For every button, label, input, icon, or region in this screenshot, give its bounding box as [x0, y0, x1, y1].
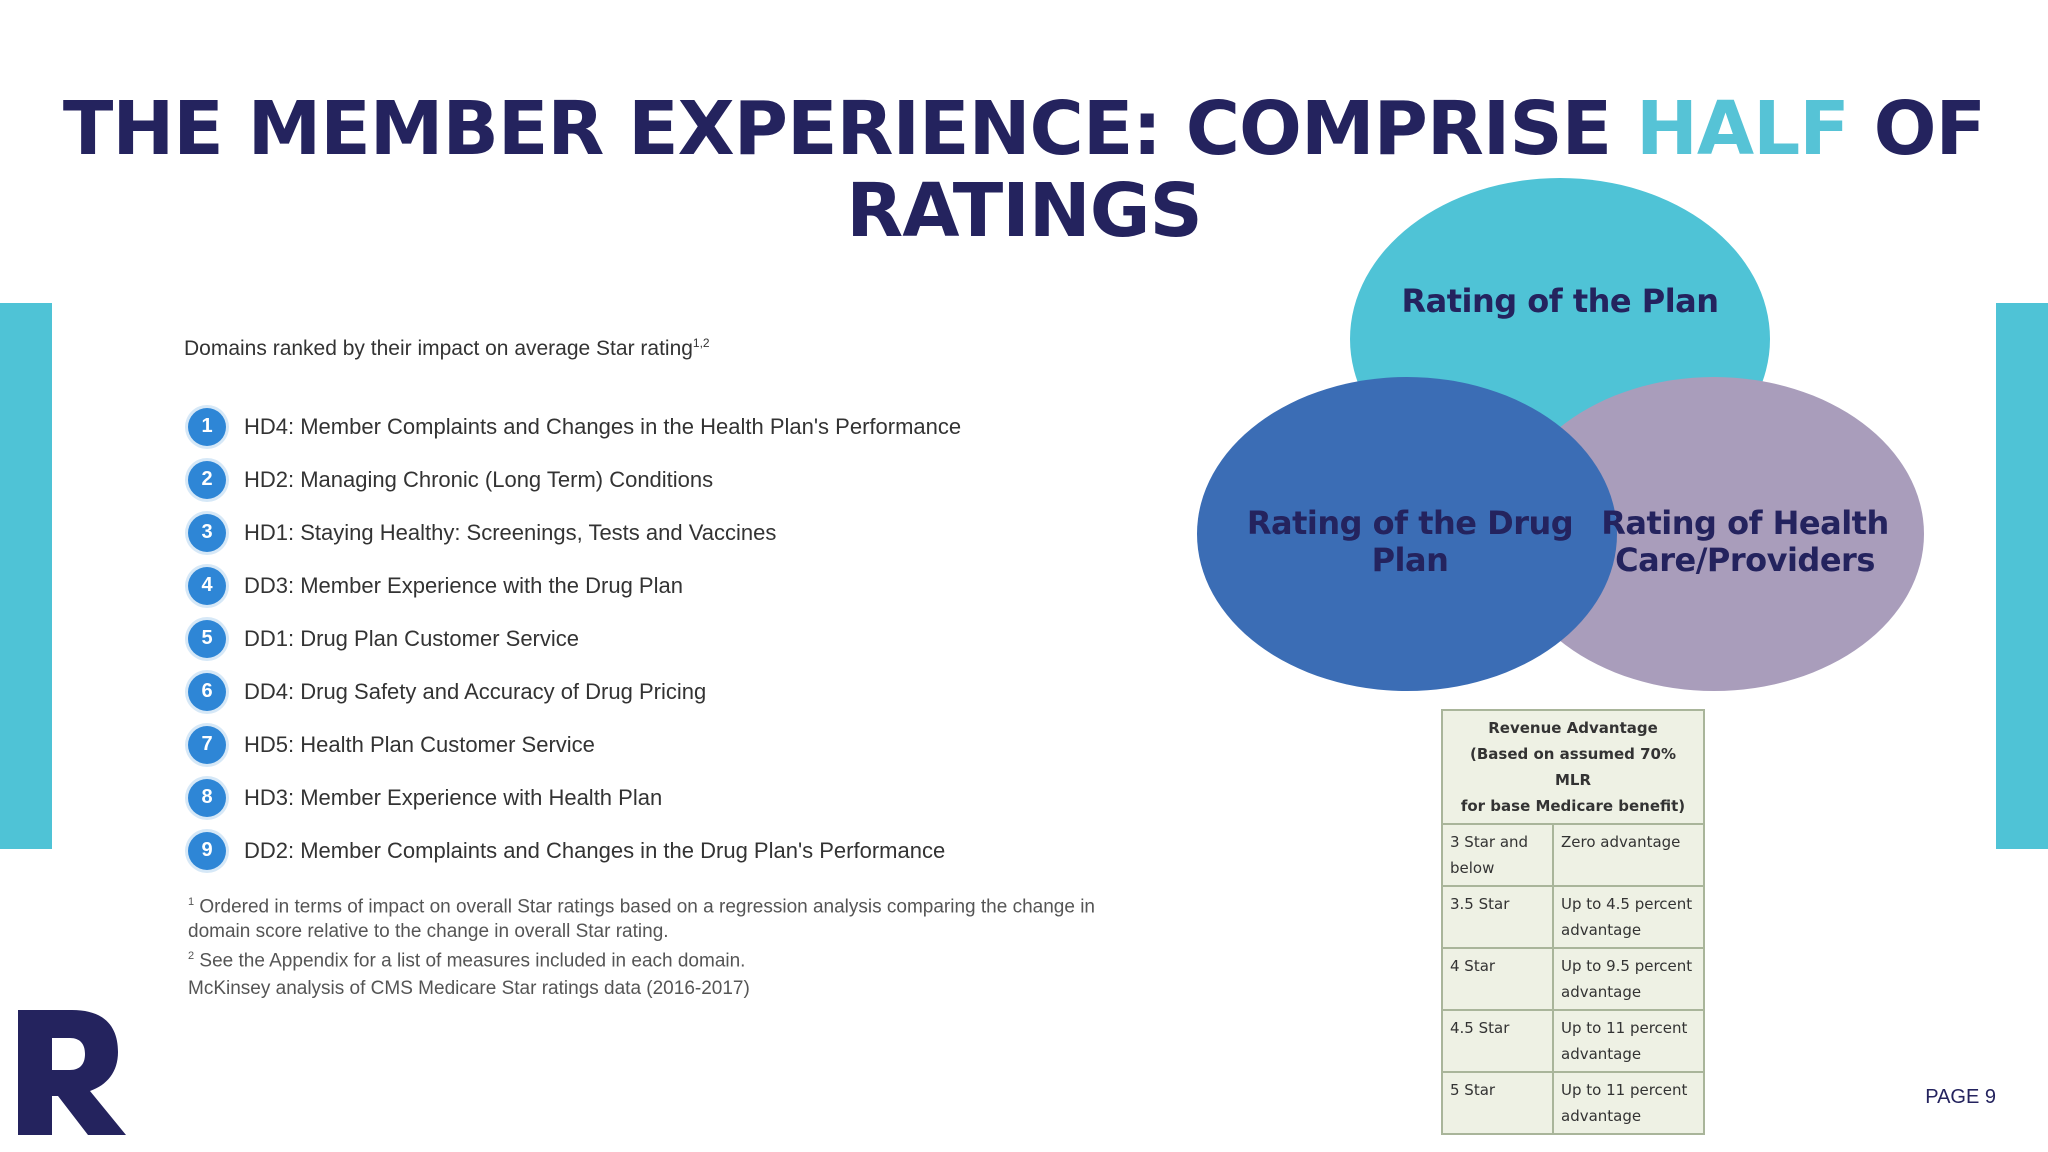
page-title: THE MEMBER EXPERIENCE: COMPRISE HALF OF …: [0, 88, 2048, 252]
venn-label-left-line1: Rating of the Drug: [1246, 504, 1574, 542]
domain-text: DD4: Drug Safety and Accuracy of Drug Pr…: [244, 678, 707, 704]
venn-label-left-line2: Plan: [1371, 541, 1449, 579]
title-part2: OF: [1848, 86, 1986, 172]
table-header: Revenue Advantage (Based on assumed 70% …: [1441, 709, 1705, 825]
number-badge: 9: [188, 831, 226, 870]
table-row: 5 Star Up to 11 percent advantage: [1441, 1071, 1705, 1135]
table-cell-rating: 4.5 Star: [1441, 1009, 1554, 1073]
venn-label-right-line2: Care/Providers: [1615, 541, 1875, 579]
table-cell-advantage: Up to 4.5 percent advantage: [1552, 885, 1705, 949]
venn-label-right-line1: Rating of Health: [1601, 504, 1889, 542]
venn-circle-right: [1504, 377, 1924, 691]
number-badge: 7: [188, 725, 226, 764]
revenue-advantage-table: Revenue Advantage (Based on assumed 70% …: [1441, 709, 1705, 1135]
table-cell-advantage: Zero advantage: [1552, 823, 1705, 887]
title-line2: RATINGS: [846, 168, 1202, 254]
domain-text: HD4: Member Complaints and Changes in th…: [244, 413, 962, 439]
table-cell-advantage: Up to 9.5 percent advantage: [1552, 947, 1705, 1011]
table-row: 4.5 Star Up to 11 percent advantage: [1441, 1009, 1705, 1073]
domains-heading-sup: 1,2: [692, 336, 710, 350]
table-subheader-line1: (Based on assumed 70% MLR: [1469, 745, 1676, 789]
number-badge: 1: [188, 407, 226, 446]
logo-r-icon: [18, 1010, 126, 1135]
list-item: 2 HD2: Managing Chronic (Long Term) Condi…: [188, 453, 961, 506]
footnote-2-sup: 2: [188, 950, 195, 963]
table-cell-advantage: Up to 11 percent advantage: [1552, 1071, 1705, 1135]
footnote-2: 2 See the Appendix for a list of measure…: [188, 944, 1148, 973]
domains-heading: Domains ranked by their impact on averag…: [184, 336, 710, 361]
list-item: 8 HD3: Member Experience with Health Plan: [188, 771, 961, 824]
source-note: McKinsey analysis of CMS Medicare Star r…: [188, 978, 750, 999]
table-row: 4 Star Up to 9.5 percent advantage: [1441, 947, 1705, 1011]
venn-label-right: Rating of Health Care/Providers: [1590, 505, 1900, 579]
table-row: 3.5 Star Up to 4.5 percent advantage: [1441, 885, 1705, 949]
footnote-2-text: See the Appendix for a list of measures …: [199, 950, 746, 972]
number-badge: 5: [188, 619, 226, 658]
venn-label-top-text: Rating of the Plan: [1401, 282, 1719, 320]
list-item: 3 HD1: Staying Healthy: Screenings, Tests…: [188, 506, 961, 559]
page-number: PAGE 9: [1925, 1086, 1996, 1108]
domain-text: DD1: Drug Plan Customer Service: [244, 625, 580, 651]
venn-circle-left: [1197, 377, 1617, 691]
footnote-1-text: Ordered in terms of impact on overall St…: [188, 896, 1095, 943]
right-accent-bar: [1996, 303, 2048, 849]
table-header-row: Revenue Advantage (Based on assumed 70% …: [1441, 709, 1705, 825]
left-accent-bar: [0, 303, 52, 849]
table-cell-rating: 3.5 Star: [1441, 885, 1554, 949]
venn-svg: [1197, 178, 1924, 691]
number-badge: 4: [188, 566, 226, 605]
domain-list: 1 HD4: Member Complaints and Changes in t…: [188, 400, 961, 877]
title-part1: THE MEMBER EXPERIENCE: COMPRISE: [62, 86, 1636, 172]
title-accent: HALF: [1635, 86, 1850, 172]
list-item: 5 DD1: Drug Plan Customer Service: [188, 612, 961, 665]
number-badge: 8: [188, 778, 226, 817]
footnotes: 1 Ordered in terms of impact on overall …: [188, 890, 1148, 974]
list-item: 4 DD3: Member Experience with the Drug Pl…: [188, 559, 961, 612]
venn-label-left: Rating of the Drug Plan: [1240, 505, 1580, 579]
table-cell-rating: 5 Star: [1441, 1071, 1554, 1135]
footnote-1: 1 Ordered in terms of impact on overall …: [188, 890, 1148, 944]
table-cell-rating: 3 Star and below: [1441, 823, 1554, 887]
list-item: 1 HD4: Member Complaints and Changes in t…: [188, 400, 961, 453]
list-item: 6 DD4: Drug Safety and Accuracy of Drug P…: [188, 665, 961, 718]
domain-text: HD5: Health Plan Customer Service: [244, 731, 595, 757]
domain-text: DD2: Member Complaints and Changes in th…: [244, 837, 946, 863]
domains-heading-text: Domains ranked by their impact on averag…: [184, 337, 693, 360]
table-subheader-line2: for base Medicare benefit): [1460, 797, 1686, 815]
table-row: 3 Star and below Zero advantage: [1441, 823, 1705, 887]
table-cell-advantage: Up to 11 percent advantage: [1552, 1009, 1705, 1073]
table-cell-rating: 4 Star: [1441, 947, 1554, 1011]
domain-text: HD3: Member Experience with Health Plan: [244, 784, 663, 810]
domain-text: HD1: Staying Healthy: Screenings, Tests …: [244, 519, 777, 545]
venn-label-top: Rating of the Plan: [1390, 283, 1730, 320]
venn-diagram: Rating of the Plan Rating of the Drug Pl…: [1190, 178, 1930, 698]
table-header-title: Revenue Advantage: [1488, 719, 1658, 737]
domain-text: HD2: Managing Chronic (Long Term) Condit…: [244, 466, 714, 492]
list-item: 7 HD5: Health Plan Customer Service: [188, 718, 961, 771]
number-badge: 6: [188, 672, 226, 711]
domain-text: DD3: Member Experience with the Drug Pla…: [244, 572, 683, 598]
number-badge: 3: [188, 513, 226, 552]
footnote-1-sup: 1: [188, 896, 195, 908]
list-item: 9 DD2: Member Complaints and Changes in t…: [188, 824, 961, 877]
company-logo: [14, 1010, 129, 1140]
number-badge: 2: [188, 460, 226, 499]
